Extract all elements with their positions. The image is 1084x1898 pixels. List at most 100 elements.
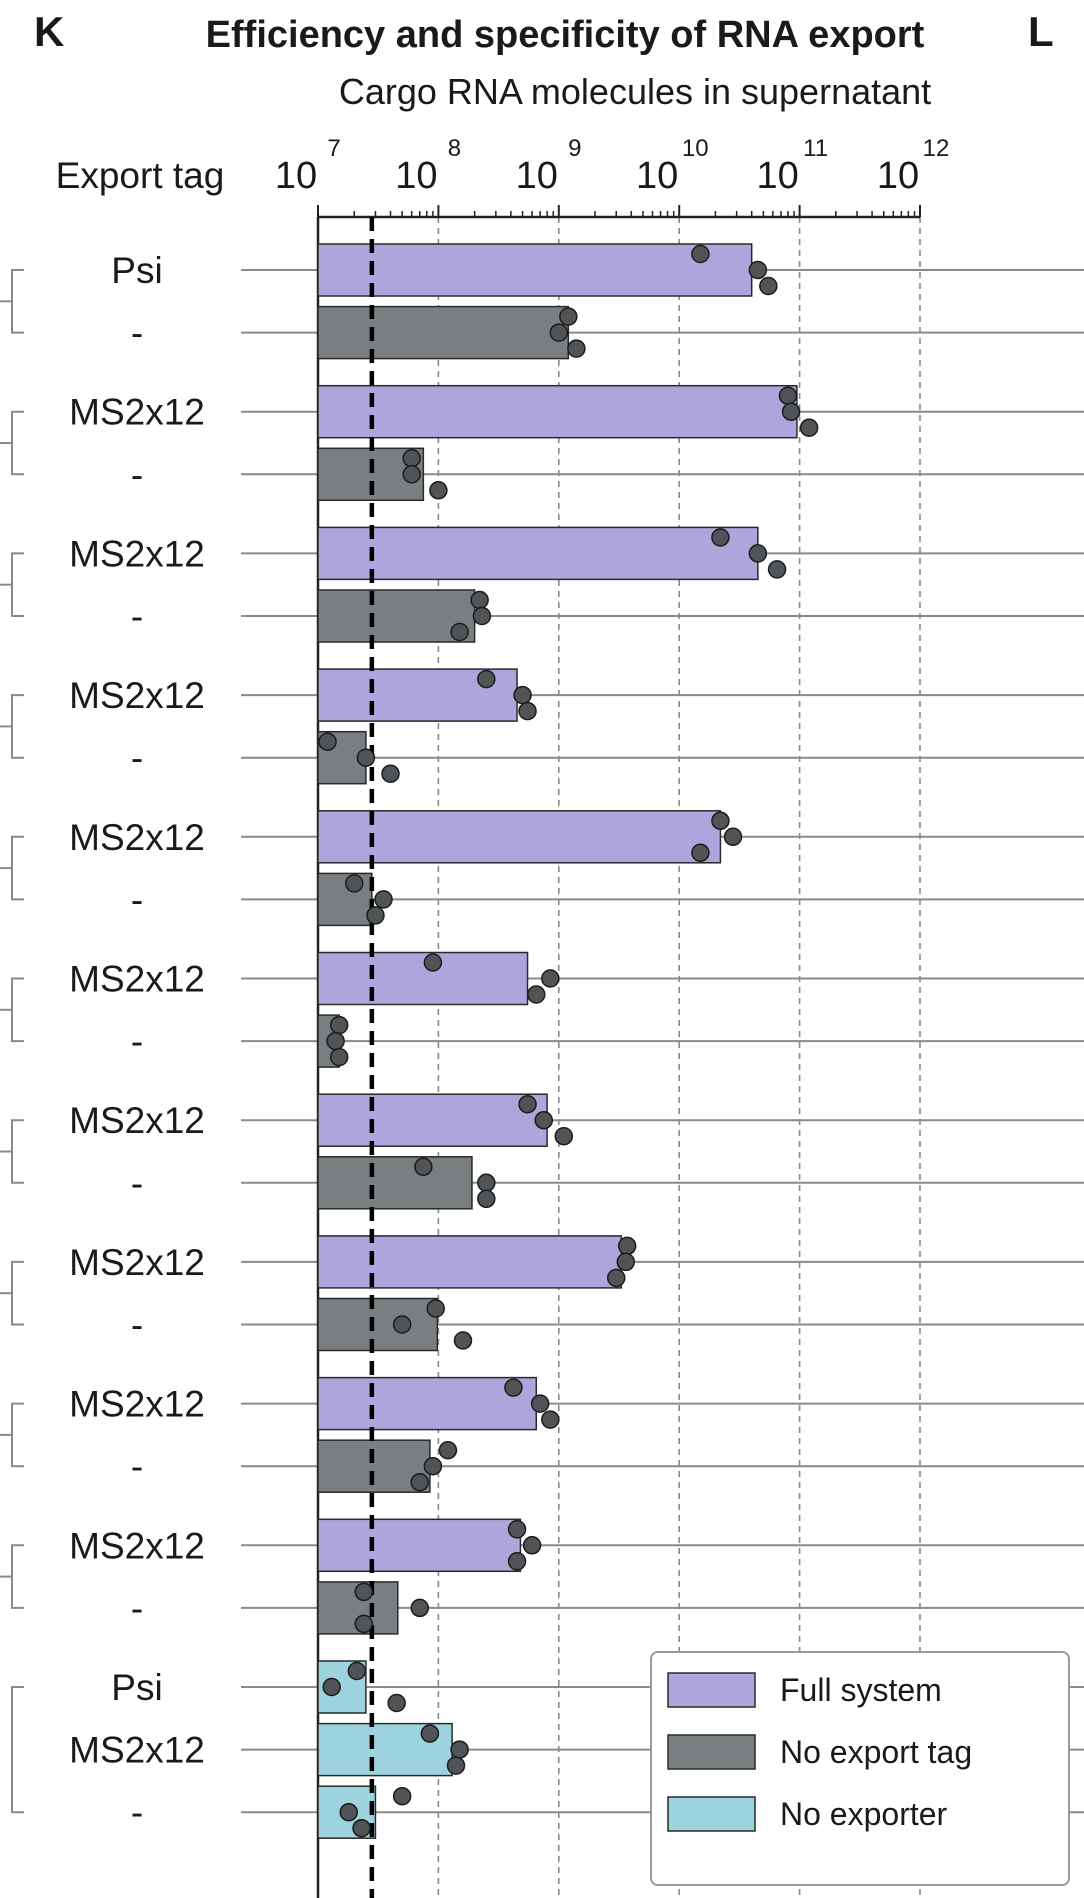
x-tick-label: 10 — [636, 155, 678, 197]
data-point — [477, 669, 496, 689]
data-point — [513, 685, 532, 705]
x-tick-exponent: 7 — [327, 135, 340, 162]
bar — [317, 243, 753, 297]
plot-area: 107108109101010111012Psi-MS2x12-MS2x12-M… — [0, 135, 1084, 1898]
data-point — [450, 622, 469, 642]
data-point — [322, 1677, 341, 1697]
bar — [317, 872, 373, 927]
data-point — [617, 1236, 637, 1256]
row-label: - — [131, 1021, 143, 1062]
group-bracket — [11, 1544, 24, 1609]
bar — [317, 526, 759, 581]
data-point — [426, 1299, 445, 1318]
group-bracket — [11, 410, 24, 476]
x-tick-label: 10 — [516, 155, 558, 197]
data-point — [329, 1015, 349, 1035]
group-bracket — [11, 835, 24, 901]
data-point — [554, 1126, 574, 1146]
row-label: Psi — [111, 250, 162, 291]
data-point — [767, 560, 787, 579]
row-label: MS2x12 — [69, 675, 205, 716]
legend-label: No exporter — [780, 1796, 948, 1832]
row-label: MS2x12 — [69, 533, 205, 574]
data-point — [504, 1378, 523, 1397]
data-point — [541, 969, 560, 988]
bar — [317, 810, 722, 864]
data-point — [318, 732, 337, 751]
group-bracket — [11, 269, 24, 334]
bar — [317, 305, 570, 360]
data-point — [477, 1173, 496, 1193]
group-bracket — [11, 1686, 24, 1814]
row-label: MS2x12 — [69, 1242, 205, 1283]
data-point — [759, 276, 778, 296]
bar — [317, 1093, 548, 1147]
data-point — [711, 811, 730, 831]
data-point — [518, 1094, 537, 1114]
panel-letter-l: L — [1028, 8, 1054, 55]
data-point — [420, 1724, 440, 1743]
bar — [317, 1376, 538, 1431]
data-point — [530, 1394, 550, 1413]
data-point — [344, 874, 364, 893]
bar — [317, 951, 529, 1006]
bar — [317, 384, 798, 439]
data-point — [691, 843, 710, 863]
data-point — [691, 244, 710, 264]
export-tag-header: Export tag — [56, 155, 225, 196]
data-point — [352, 1818, 371, 1838]
data-point — [549, 323, 569, 342]
data-point — [450, 1740, 469, 1759]
legend-label: No export tag — [780, 1734, 972, 1770]
group-bracket — [11, 552, 24, 617]
group-bracket — [11, 977, 24, 1043]
row-label: - — [131, 738, 143, 779]
data-point — [522, 1536, 542, 1555]
row-label: Psi — [111, 1667, 162, 1708]
bar — [317, 589, 476, 643]
row-label: MS2x12 — [69, 1730, 205, 1771]
data-point — [402, 465, 421, 484]
data-point — [507, 1552, 527, 1571]
row-label: MS2x12 — [69, 959, 205, 1000]
chart-title: Efficiency and specificity of RNA export — [206, 14, 925, 56]
data-point — [347, 1661, 367, 1681]
data-point — [606, 1268, 626, 1288]
data-point — [723, 827, 743, 847]
row-label: - — [131, 454, 143, 495]
bar — [317, 1156, 473, 1210]
legend-swatch — [667, 1672, 756, 1708]
data-point — [374, 890, 393, 909]
data-point — [410, 1472, 429, 1492]
data-point — [781, 402, 801, 421]
data-point — [453, 1331, 473, 1350]
legend-swatch — [667, 1734, 756, 1770]
x-tick-exponent: 10 — [682, 135, 709, 162]
row-label: MS2x12 — [69, 817, 205, 858]
data-point — [429, 481, 448, 500]
data-point — [559, 307, 578, 326]
data-point — [339, 1802, 358, 1822]
row-label: - — [131, 1792, 143, 1833]
panel-letter-k: K — [34, 8, 64, 55]
data-point — [392, 1315, 412, 1334]
data-point — [423, 953, 443, 972]
data-point — [748, 544, 768, 563]
data-point — [472, 606, 492, 626]
bar — [317, 1297, 439, 1352]
data-point — [326, 1031, 345, 1051]
group-bracket — [11, 1119, 24, 1184]
data-point — [387, 1693, 406, 1713]
data-point — [356, 748, 376, 767]
x-tick-exponent: 9 — [568, 135, 581, 162]
group-bracket — [11, 694, 24, 759]
x-axis-title: Cargo RNA molecules in supernatant — [339, 71, 931, 112]
x-tick-label: 10 — [877, 155, 919, 197]
data-point — [507, 1520, 527, 1539]
legend-swatch — [667, 1796, 756, 1832]
data-point — [329, 1047, 349, 1067]
data-point — [414, 1157, 433, 1177]
x-tick-exponent: 11 — [803, 135, 828, 162]
row-label: - — [131, 1588, 143, 1629]
